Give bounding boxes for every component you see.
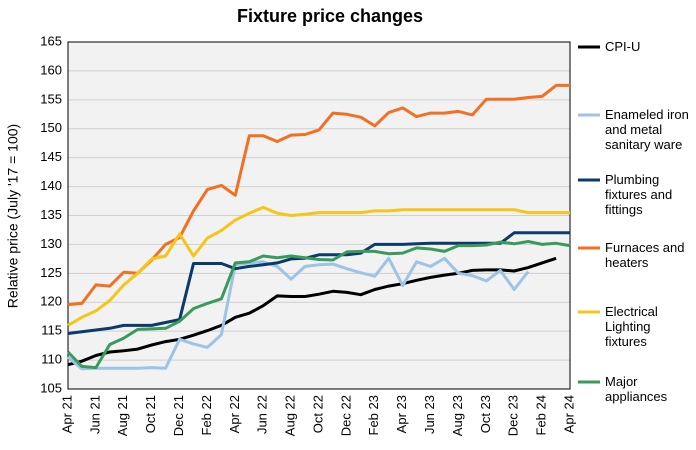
series-line: [67, 256, 557, 367]
legend-label: CPI-U: [605, 39, 641, 54]
x-tick-label: Apr 22: [227, 395, 242, 433]
x-tick-label: Jun 22: [255, 395, 270, 434]
x-tick-label: Aug 23: [450, 395, 465, 436]
x-tick-label: Oct 22: [310, 395, 325, 433]
series-line: [67, 205, 570, 327]
y-tick-label: 155: [40, 91, 62, 106]
y-tick-label: 115: [41, 323, 62, 338]
x-tick-label: Aug 21: [115, 395, 130, 436]
y-tick-label: 145: [40, 149, 62, 164]
x-tick-label: Dec 23: [506, 395, 521, 436]
x-tick-label: Oct 21: [143, 395, 158, 433]
legend-label: Major appliances: [605, 374, 668, 404]
legend-label: Furnaces and heaters: [605, 240, 685, 270]
y-tick-label: 165: [40, 33, 62, 48]
y-tick-label: 120: [40, 294, 62, 309]
legend-label: Enameled iron and metal sanitary ware: [605, 107, 689, 152]
y-tick-label: 150: [40, 120, 62, 135]
x-tick-label: Aug 22: [283, 395, 298, 436]
x-tick-label: Apr 24: [561, 395, 576, 433]
series-line: [67, 231, 570, 335]
x-tick-label: Feb 24: [534, 395, 549, 435]
series-line: [66, 240, 571, 370]
y-tick-label: 105: [40, 380, 62, 395]
chart-title: Fixture price changes: [237, 6, 423, 26]
y-tick-label: 160: [40, 62, 62, 77]
x-tick-label: Dec 22: [338, 395, 353, 436]
legend-label: Electrical Lighting fixtures: [605, 304, 658, 349]
y-tick-label: 135: [40, 207, 62, 222]
series-line: [67, 256, 530, 371]
y-tick-label: 110: [41, 352, 62, 367]
x-tick-label: Apr 21: [59, 395, 74, 433]
y-axis-label: Relative price (July '17 = 100): [5, 124, 21, 308]
legend-label: Plumbing fixtures and fittings: [605, 172, 673, 217]
y-tick-label: 125: [40, 265, 62, 280]
y-tick-label: 140: [40, 178, 62, 193]
x-tick-label: Feb 23: [366, 395, 381, 435]
y-tick-label: 130: [40, 236, 62, 251]
x-tick-label: Jun 23: [422, 395, 437, 434]
plot-border: [67, 41, 571, 390]
x-tick-label: Jun 21: [87, 395, 102, 434]
x-tick-label: Apr 23: [394, 395, 409, 433]
x-tick-label: Dec 21: [171, 395, 186, 436]
x-tick-label: Oct 23: [478, 395, 493, 433]
x-tick-label: Feb 22: [199, 395, 214, 435]
